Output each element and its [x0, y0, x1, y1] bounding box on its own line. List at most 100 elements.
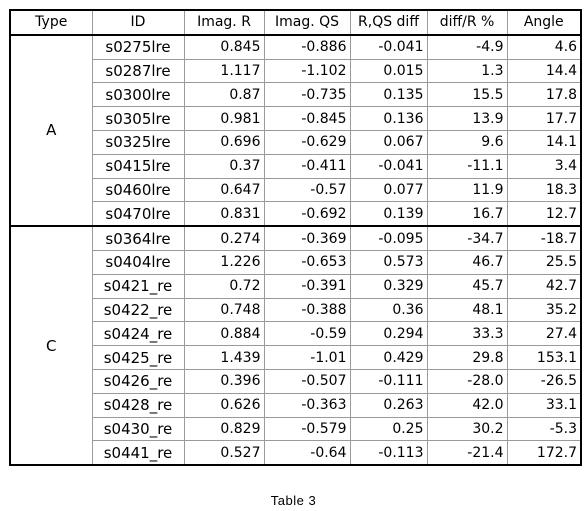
imag-qs-cell: -0.507: [263, 368, 351, 394]
column-header-imag-qs: Imag. QS: [263, 9, 351, 36]
id-cell: s0430_re: [91, 416, 185, 442]
r-qs-diff-cell: -0.041: [349, 33, 428, 60]
r-qs-diff-cell: 0.36: [349, 297, 428, 323]
diff-r-percent-cell: 29.8: [426, 345, 508, 370]
imag-qs-cell: -0.653: [263, 249, 351, 275]
id-cell: s0428_re: [91, 392, 185, 418]
imag-r-cell: 0.696: [183, 129, 265, 155]
r-qs-diff-cell: 0.139: [349, 201, 428, 227]
angle-cell: 18.3: [506, 177, 582, 203]
r-qs-diff-cell: -0.113: [349, 440, 428, 467]
r-qs-diff-cell: 0.135: [349, 82, 428, 108]
id-cell: s0275lre: [91, 33, 185, 60]
type-cell: A: [9, 33, 93, 227]
imag-r-cell: 0.647: [183, 177, 265, 203]
angle-cell: 25.5: [506, 249, 582, 275]
diff-r-percent-cell: 16.7: [426, 201, 508, 227]
angle-cell: -18.7: [506, 225, 582, 251]
id-cell: s0425_re: [91, 345, 185, 370]
table-row: s0421_re 0.72 -0.391 0.329 45.7 42.7: [10, 273, 582, 299]
table-row: s0425_re 1.439 -1.01 0.429 29.8 153.1: [10, 345, 582, 370]
angle-cell: 35.2: [506, 297, 582, 323]
imag-r-cell: 0.748: [183, 297, 265, 323]
imag-r-cell: 0.831: [183, 201, 265, 227]
angle-cell: 4.6: [506, 33, 582, 60]
column-header-imag-r: Imag. R: [183, 9, 265, 36]
imag-qs-cell: -0.579: [263, 416, 351, 442]
diff-r-percent-cell: 11.9: [426, 177, 508, 203]
diff-r-percent-cell: -11.1: [426, 153, 508, 179]
imag-qs-cell: -0.363: [263, 392, 351, 418]
diff-r-percent-cell: -21.4: [426, 440, 508, 467]
angle-cell: 12.7: [506, 201, 582, 227]
imag-r-cell: 1.439: [183, 345, 265, 370]
r-qs-diff-cell: -0.111: [349, 368, 428, 394]
diff-r-percent-cell: -4.9: [426, 33, 508, 60]
angle-cell: 17.8: [506, 82, 582, 108]
table-row: s0428_re 0.626 -0.363 0.263 42.0 33.1: [10, 392, 582, 418]
angle-cell: 33.1: [506, 392, 582, 418]
id-cell: s0364lre: [91, 225, 185, 251]
imag-r-cell: 1.117: [183, 58, 265, 84]
r-qs-diff-cell: 0.429: [349, 345, 428, 370]
table-row: s0422_re 0.748 -0.388 0.36 48.1 35.2: [10, 297, 582, 323]
diff-r-percent-cell: -28.0: [426, 368, 508, 394]
diff-r-percent-cell: 42.0: [426, 392, 508, 418]
r-qs-diff-cell: 0.294: [349, 321, 428, 347]
diff-r-percent-cell: 15.5: [426, 82, 508, 108]
angle-cell: 14.1: [506, 129, 582, 155]
table-row: s0404lre 1.226 -0.653 0.573 46.7 25.5: [10, 249, 582, 275]
r-qs-diff-cell: 0.077: [349, 177, 428, 203]
table-row: s0441_re 0.527 -0.64 -0.113 -21.4 172.7: [10, 440, 582, 467]
imag-r-cell: 0.884: [183, 321, 265, 347]
diff-r-percent-cell: 30.2: [426, 416, 508, 442]
r-qs-diff-cell: 0.067: [349, 129, 428, 155]
id-cell: s0424_re: [91, 321, 185, 347]
id-cell: s0287lre: [91, 58, 185, 84]
id-cell: s0422_re: [91, 297, 185, 323]
angle-cell: 14.4: [506, 58, 582, 84]
r-qs-diff-cell: 0.136: [349, 106, 428, 131]
id-cell: s0460lre: [91, 177, 185, 203]
r-qs-diff-cell: 0.573: [349, 249, 428, 275]
column-header-type: Type: [9, 9, 93, 36]
column-header-angle: Angle: [506, 9, 582, 36]
id-cell: s0426_re: [91, 368, 185, 394]
diff-r-percent-cell: 13.9: [426, 106, 508, 131]
table-row: s0424_re 0.884 -0.59 0.294 33.3 27.4: [10, 321, 582, 347]
angle-cell: -5.3: [506, 416, 582, 442]
imag-qs-cell: -1.102: [263, 58, 351, 84]
id-cell: s0300lre: [91, 82, 185, 108]
id-cell: s0421_re: [91, 273, 185, 299]
imag-qs-cell: -0.735: [263, 82, 351, 108]
column-header-id: ID: [91, 9, 185, 36]
imag-qs-cell: -0.411: [263, 153, 351, 179]
r-qs-diff-cell: 0.25: [349, 416, 428, 442]
imag-r-cell: 0.845: [183, 33, 265, 60]
angle-cell: 27.4: [506, 321, 582, 347]
table-caption: Table 3: [270, 493, 317, 508]
imag-qs-cell: -0.369: [263, 225, 351, 251]
table-row: s0470lre 0.831 -0.692 0.139 16.7 12.7: [10, 201, 582, 227]
diff-r-percent-cell: 45.7: [426, 273, 508, 299]
r-qs-diff-cell: 0.329: [349, 273, 428, 299]
imag-qs-cell: -0.692: [263, 201, 351, 227]
angle-cell: 42.7: [506, 273, 582, 299]
column-header-diff-r-percent: diff/R %: [426, 9, 508, 36]
header-row: Type ID Imag. R Imag. QS R,QS diff diff/…: [9, 9, 582, 36]
r-qs-diff-cell: 0.263: [349, 392, 428, 418]
imag-r-cell: 0.829: [183, 416, 265, 442]
diff-r-percent-cell: 1.3: [426, 58, 508, 84]
id-cell: s0415lre: [91, 153, 185, 179]
id-cell: s0404lre: [91, 249, 185, 275]
id-cell: s0470lre: [91, 201, 185, 227]
imag-r-cell: 0.981: [183, 106, 265, 131]
angle-cell: -26.5: [506, 368, 582, 394]
angle-cell: 172.7: [506, 440, 582, 467]
imag-r-cell: 0.87: [183, 82, 265, 108]
angle-cell: 3.4: [506, 153, 582, 179]
imag-r-cell: 0.396: [183, 368, 265, 394]
imag-r-cell: 0.626: [183, 392, 265, 418]
